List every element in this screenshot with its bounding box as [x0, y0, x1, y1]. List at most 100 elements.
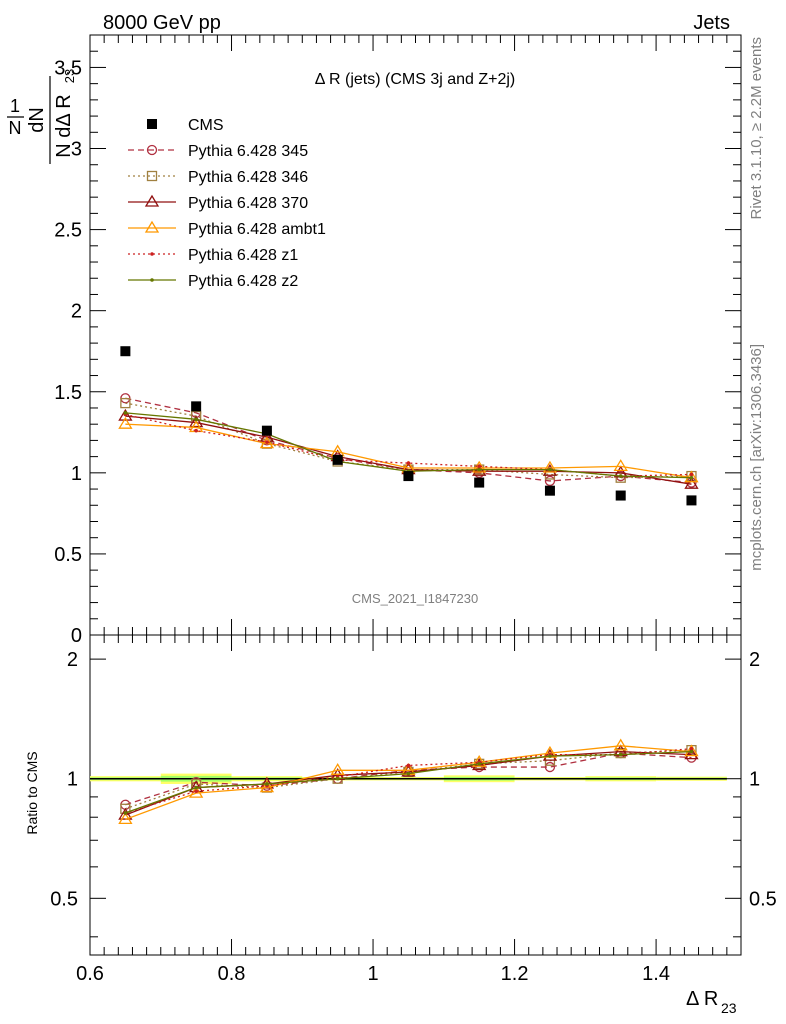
ratio-y-tick-label-right: 0.5 — [749, 888, 777, 910]
main-y-tick-label: 3 — [71, 139, 82, 161]
y-label-pre: 1 — [10, 96, 20, 116]
main-series-point — [194, 428, 198, 433]
legend-label: Pythia 6.428 370 — [188, 195, 308, 212]
legend-label: Pythia 6.428 345 — [188, 143, 308, 160]
main-series-point — [544, 475, 556, 487]
main-series-point — [477, 467, 481, 472]
ratio-series-point — [406, 771, 411, 776]
ratio-series-point — [401, 764, 416, 777]
cms-data-point — [120, 346, 131, 357]
main-y-tick-label: 1 — [71, 463, 82, 485]
main-y-tick-label: 1.5 — [54, 382, 82, 404]
y-label-sub: 23 — [62, 69, 77, 83]
legend-label: CMS — [188, 117, 224, 134]
ratio-series-point — [689, 749, 694, 754]
header-left: 8000 GeV pp — [103, 12, 221, 34]
main-series-point — [618, 474, 623, 478]
main-series-line — [125, 413, 692, 477]
y-label-den: N dΔ R — [53, 94, 75, 157]
ratio-y-tick-label: 1 — [67, 769, 78, 791]
main-series-line — [125, 423, 692, 479]
main-series-point — [265, 440, 269, 444]
main-y-tick-label: 3.5 — [54, 57, 82, 79]
legend-marker — [147, 119, 157, 129]
main-series-point — [477, 464, 481, 469]
x-axis-label: Δ R 23 — [686, 988, 737, 1016]
cms-data-point — [403, 471, 414, 482]
ratio-y-tick-label-right: 2 — [749, 649, 760, 671]
main-y-ticks: 0 0.5 1 1.5 2 2.5 3 3.5 — [54, 50, 741, 647]
ratio-series-point — [123, 811, 128, 815]
main-series-point — [689, 472, 694, 477]
ratio-series-point — [335, 776, 340, 781]
ratio-y-tick-label-right: 1 — [749, 769, 760, 791]
cms-data-point — [191, 401, 202, 412]
main-y-tick-label: 2.5 — [54, 220, 82, 242]
main-panel: 0 0.5 1 1.5 2 2.5 3 3.5 Δ R (jets) (CMS 3j and … — [54, 34, 742, 647]
x-ticks: 0.6 0.8 1 1.2 1.4 — [76, 35, 742, 985]
ratio-series-point — [548, 754, 552, 758]
ratio-series-point — [118, 812, 133, 825]
cms-data-point — [474, 477, 485, 488]
main-series-point — [118, 408, 133, 421]
x-tick-label: 0.6 — [76, 963, 104, 985]
legend-marker — [146, 170, 158, 182]
main-y-tick-label: 0.5 — [54, 544, 82, 566]
main-series-point — [188, 415, 204, 428]
x-tick-label: 1.2 — [501, 963, 529, 985]
main-y-tick-label: 0 — [71, 625, 82, 647]
legend-label: Pythia 6.428 z2 — [188, 273, 298, 290]
y-label-fraction: dN N dΔ R 23 — [26, 69, 77, 164]
main-series-line — [125, 402, 692, 479]
ratio-y-label: Ratio to CMS — [24, 751, 40, 834]
main-y-axis-label: 1 N — [7, 96, 24, 138]
ratio-series-point — [613, 738, 628, 751]
main-y-tick-label: 2 — [71, 301, 82, 323]
legend-marker — [144, 194, 160, 207]
ratio-series-point — [684, 744, 699, 757]
ratio-series-point — [194, 789, 198, 794]
analysis-id: CMS_2021_I1847230 — [352, 591, 479, 606]
main-series-point — [194, 417, 198, 422]
main-series-point — [684, 470, 699, 483]
mcplots-label: mcplots.cern.ch [arXiv:1306.3436] — [748, 344, 765, 571]
ratio-series-point — [194, 785, 198, 790]
legend-label: Pythia 6.428 ambt1 — [188, 221, 326, 238]
x-tick-label: 0.8 — [218, 963, 246, 985]
cms-data-point — [686, 495, 697, 506]
rivet-label: Rivet 3.1.10, ≥ 2.2M events — [748, 37, 765, 220]
y-label-pre-den: N — [9, 118, 22, 138]
ratio-series-point — [330, 763, 345, 775]
legend-marker — [146, 144, 158, 156]
ratio-series-point — [472, 755, 487, 767]
ratio-series-point — [477, 762, 481, 766]
x-label-main: Δ R — [686, 988, 718, 1010]
main-series-point — [684, 476, 699, 489]
ratio-series-point — [406, 763, 411, 768]
legend-label: Pythia 6.428 346 — [188, 169, 308, 186]
legend: CMS Pythia 6.428 345 Pythia 6.428 346 Pythi… — [128, 117, 326, 290]
main-series-point — [689, 475, 694, 480]
legend-marker — [150, 252, 154, 256]
legend-marker — [150, 278, 154, 282]
ratio-y-tick-label: 0.5 — [50, 888, 78, 910]
main-series-point — [406, 461, 411, 465]
legend-label: Pythia 6.428 z1 — [188, 247, 298, 264]
main-series-point — [542, 460, 558, 473]
y-label-num: dN — [26, 107, 48, 133]
x-label-sub: 23 — [721, 1000, 737, 1016]
ratio-y-ticks: 0.5 0.5 1 1 2 2 — [50, 649, 777, 938]
cms-data-point — [332, 454, 343, 465]
cms-data-point — [261, 425, 272, 436]
ratio-panel: 0.5 0.5 1 1 2 2 Ratio to CMS — [24, 634, 777, 956]
x-tick-label: 1 — [367, 963, 378, 985]
ratio-series-layer — [118, 738, 699, 825]
cms-data-point — [615, 490, 626, 501]
plot-title: Δ R (jets) (CMS 3j and Z+2j) — [315, 71, 516, 88]
x-tick-label: 1.4 — [642, 963, 670, 985]
ratio-series-point — [689, 746, 694, 751]
ratio-series-point — [265, 782, 269, 786]
ratio-series-point — [544, 761, 556, 773]
main-series-point — [118, 416, 133, 429]
